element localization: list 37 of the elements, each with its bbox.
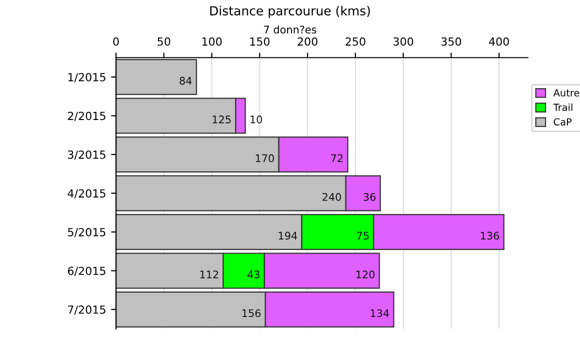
x-tick-label: 250 xyxy=(346,37,366,46)
x-tick-label: 300 xyxy=(394,37,414,46)
y-tick-label: 1/2015 xyxy=(68,72,106,82)
data-label: 156 xyxy=(242,309,261,318)
data-label: 134 xyxy=(370,309,389,318)
x-tick-label: 100 xyxy=(202,37,222,46)
y-tick-label: 5/2015 xyxy=(68,228,106,238)
legend-label: Trail xyxy=(553,103,572,112)
y-tick-label: 3/2015 xyxy=(68,150,106,160)
data-label: 125 xyxy=(212,116,231,124)
x-tick-label: 400 xyxy=(489,37,509,46)
legend-label: Autre xyxy=(553,89,580,96)
data-label: 36 xyxy=(364,193,376,201)
data-label: 170 xyxy=(256,154,274,162)
y-tick-label: 6/2015 xyxy=(68,266,106,276)
y-tick-label: 4/2015 xyxy=(68,189,106,198)
x-tick-label: 50 xyxy=(158,37,170,46)
x-tick-label: 200 xyxy=(298,37,318,46)
data-label: 240 xyxy=(322,193,341,201)
legend-label: CaP xyxy=(554,118,572,126)
y-tick-label: 7/2015 xyxy=(68,305,106,315)
y-tick-label: 2/2015 xyxy=(68,112,106,121)
data-label: 84 xyxy=(180,76,192,85)
data-label: 136 xyxy=(480,232,500,240)
data-label: 112 xyxy=(200,270,218,278)
data-label: 10 xyxy=(250,116,262,124)
data-label: 120 xyxy=(356,270,374,278)
x-tick-label: 0 xyxy=(113,37,119,46)
data-label: 72 xyxy=(331,154,343,162)
x-tick-label: 350 xyxy=(441,37,462,46)
chart-subtitle: 7 donn?es xyxy=(264,25,316,34)
chart-title: Distance parcourue (kms) xyxy=(210,6,370,18)
data-label: 75 xyxy=(357,232,369,240)
bar xyxy=(116,59,197,95)
x-tick-label: 150 xyxy=(250,37,270,46)
data-label: 43 xyxy=(248,270,260,278)
data-label: 194 xyxy=(278,232,298,240)
